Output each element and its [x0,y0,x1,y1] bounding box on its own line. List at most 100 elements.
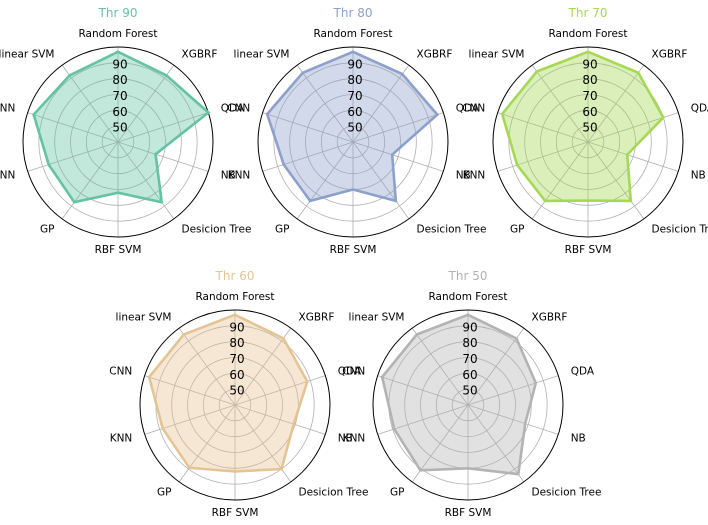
category-label-rbf-svm: RBF SVM [330,244,377,256]
data-point-xgbrf [401,72,404,76]
spoke-knn [262,141,354,172]
spoke-nb [234,404,326,435]
spoke-desicion-tree [467,404,525,483]
category-label-rbf-svm: RBF SVM [445,507,492,519]
category-label-qda: QDA [338,366,362,378]
data-point-qda [534,381,538,385]
spoke-nb [587,141,679,172]
category-label-qda: QDA [456,103,480,115]
category-label-gp: GP [157,486,171,498]
data-point-random-forest [116,50,120,54]
category-label-knn: KNN [110,432,133,444]
radar-panel-thr-50: 50 60 70 80 90 Random Forest XGBRF QDA NB Desicio… [342,269,601,519]
data-point-nb [523,422,527,425]
category-label-linear-svm: linear SVM [234,49,290,61]
category-label-cnn: CNN [462,103,485,115]
category-label-desicion-tree: Desicion Tree [532,486,602,498]
data-point-nb [625,153,629,156]
data-point-qda [207,111,210,114]
category-label-xgbrf: XGBRF [652,49,688,61]
category-label-gp: GP [40,223,54,235]
data-point-xgbrf [165,74,168,77]
category-label-nb: NB [571,432,586,444]
data-point-cnn [32,113,35,116]
category-label-xgbrf: XGBRF [417,49,453,61]
category-label-desicion-tree: Desicion Tree [417,223,487,235]
spoke-knn [497,141,589,172]
data-point-knn [161,427,164,430]
data-point-xgbrf [515,337,518,340]
data-point-random-forest [233,313,237,317]
spoke-xgbrf [467,327,525,406]
category-label-gp: GP [390,486,404,498]
category-label-nb: NB [691,169,706,181]
category-label-knn: KNN [0,169,15,181]
data-point-cnn [147,375,151,379]
spoke-gp [61,141,119,220]
data-point-desicion-tree [394,199,398,203]
spoke-desicion-tree [117,141,175,220]
tick-label-80: 80 [582,73,597,87]
data-point-nb [154,152,157,156]
data-point-desicion-tree [280,467,283,471]
radar-panel-thr-90: 50 60 70 80 90 Random Forest XGBRF QDA NB Desicio… [0,6,251,256]
chart-title: Thr 80 [333,6,373,20]
spoke-nb [467,404,559,435]
data-point-linear-svm [415,333,419,336]
spoke-knn [144,404,236,435]
category-label-nb: NB [456,169,471,181]
tick-label-70: 70 [582,89,597,103]
radar-frame [372,309,564,501]
tick-label-90: 90 [112,57,127,71]
tick-label-70: 70 [112,89,127,103]
tick-label-50: 50 [229,384,244,398]
category-label-linear-svm: linear SVM [0,49,55,61]
data-point-gp [308,199,312,203]
tick-label-70: 70 [229,352,244,366]
radar-frame [492,46,684,238]
data-point-cnn [380,375,384,379]
data-point-xgbrf [637,71,640,75]
data-point-linear-svm [535,70,539,73]
category-label-desicion-tree: Desicion Tree [182,223,252,235]
spoke-qda [467,375,559,406]
tick-label-70: 70 [462,352,477,366]
category-label-rbf-svm: RBF SVM [212,507,259,519]
tick-label-80: 80 [462,336,477,350]
category-label-nb: NB [221,169,236,181]
data-point-rbf-svm [233,470,237,473]
radar-frame [139,309,331,501]
spoke-qda [117,112,209,143]
data-point-random-forest [351,50,355,54]
series-area-thr-50 [380,313,538,476]
tick-label-80: 80 [112,73,127,87]
data-point-knn [282,163,286,166]
tick-label-50: 50 [347,121,362,135]
tick-label-60: 60 [347,105,362,119]
spoke-xgbrf [352,64,410,143]
spoke-xgbrf [587,64,645,143]
spoke-cnn [497,112,589,143]
category-label-gp: GP [510,223,524,235]
tick-label-60: 60 [582,105,597,119]
tick-label-80: 80 [229,336,244,350]
data-point-linear-svm [68,74,71,77]
category-label-random-forest: Random Forest [428,291,507,303]
category-label-random-forest: Random Forest [313,28,392,40]
data-point-random-forest [586,50,590,54]
data-point-cnn [500,112,504,116]
data-point-gp [419,469,422,472]
spoke-gp [531,141,589,220]
data-point-qda [436,113,439,116]
spoke-nb [352,141,444,172]
tick-label-90: 90 [462,320,477,334]
data-point-rbf-svm [466,467,470,470]
spoke-desicion-tree [587,141,645,220]
tick-label-90: 90 [582,57,597,71]
spoke-desicion-tree [352,141,410,220]
category-label-knn: KNN [463,169,486,181]
category-label-cnn: CNN [0,103,15,115]
category-label-random-forest: Random Forest [195,291,274,303]
spoke-linear-svm [296,64,354,143]
